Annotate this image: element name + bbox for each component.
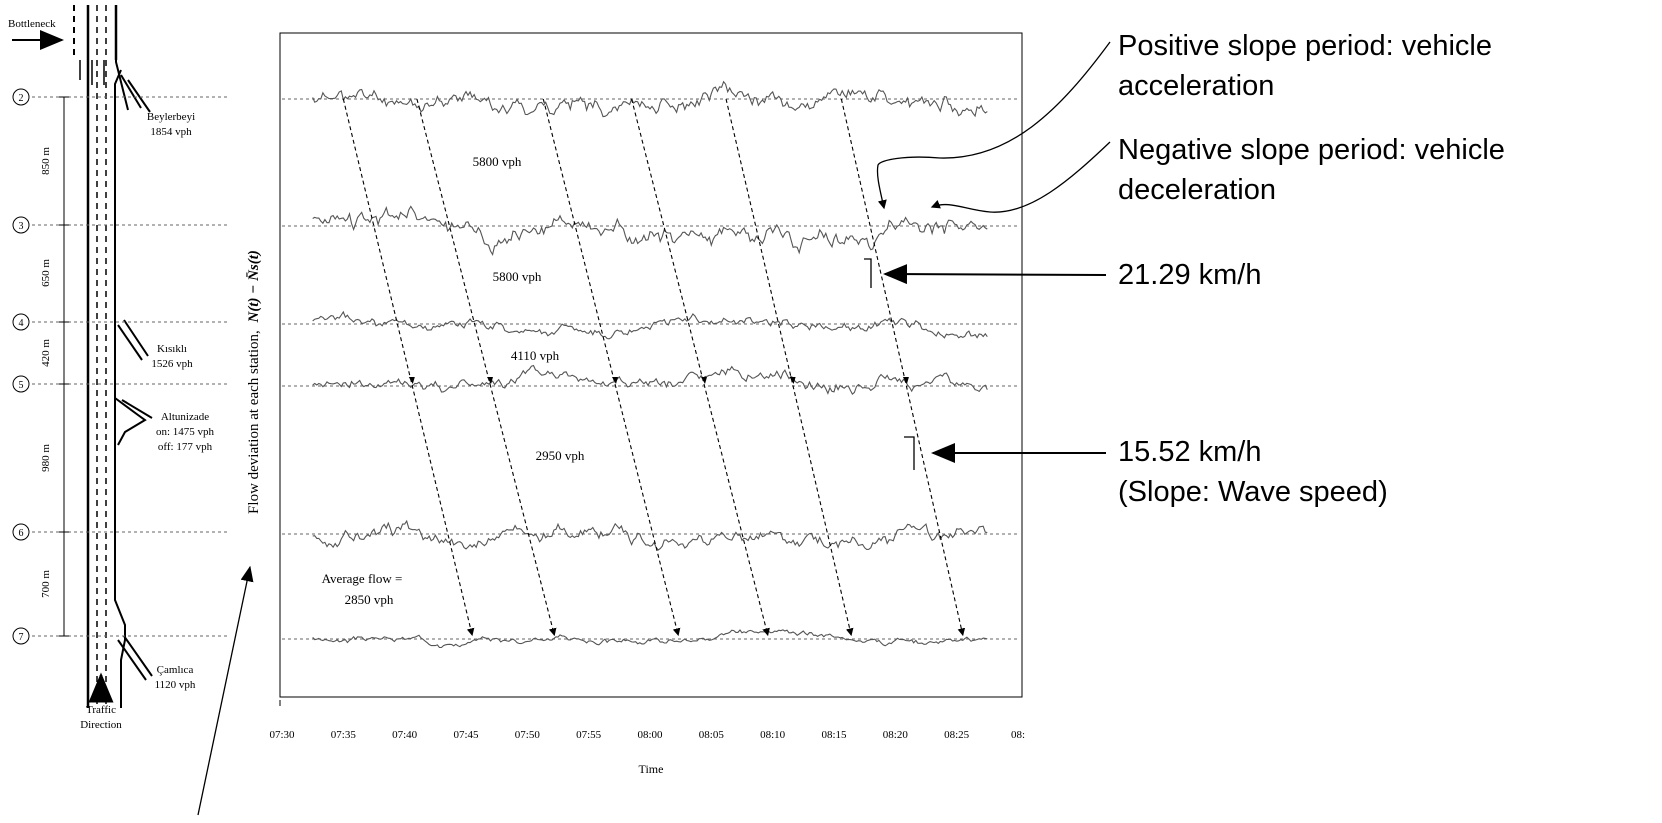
svg-text:2: 2 xyxy=(19,93,24,104)
svg-text:5: 5 xyxy=(19,380,24,391)
x-tick-label: 07:45 xyxy=(453,729,479,741)
station-5: 5 xyxy=(12,375,230,393)
x-tick-label: 08:25 xyxy=(944,729,970,741)
ramp-kisikli-flow: 1526 vph xyxy=(151,358,193,370)
positive-slope-text-1: Positive slope period: vehicle xyxy=(1118,30,1492,62)
flow-trace-station-3 xyxy=(312,205,988,256)
x-tick-label: 08: xyxy=(1011,729,1025,741)
svg-text:6: 6 xyxy=(19,528,24,539)
axis-label-pointer xyxy=(197,565,254,816)
y-axis-label-prefix: Flow deviation at each station, xyxy=(246,330,262,514)
segment-flow-2-3: 5800 vph xyxy=(473,154,522,169)
wave-arrowhead xyxy=(408,377,415,384)
wave-arrow xyxy=(840,98,966,637)
negative-slope-text-1: Negative slope period: vehicle xyxy=(1118,134,1505,166)
segment-flow-3-4: 5800 vph xyxy=(493,269,542,284)
positive-slope-pointer xyxy=(876,41,1111,210)
average-flow-label-1: Average flow = xyxy=(322,571,403,586)
speed-label-2: 15.52 km/h xyxy=(1118,436,1261,468)
y-axis-label-formula: N(t) − N̄s(t) xyxy=(246,250,262,323)
station-2: 2 xyxy=(12,88,230,106)
svg-text:Flow deviation at each station: Flow deviation at each station, N(t) − N… xyxy=(246,250,262,514)
flow-trace-station-4 xyxy=(312,310,988,340)
station-6: 6 xyxy=(12,523,230,541)
segment-flow-4-5: 4110 vph xyxy=(511,348,560,363)
distance-650: 650 m xyxy=(40,259,52,287)
negative-slope-text-2: deceleration xyxy=(1118,174,1276,206)
x-tick-label: 08:00 xyxy=(637,729,663,741)
wave-arrow xyxy=(631,98,770,637)
corridor-schematic: Bottleneck xyxy=(8,5,254,816)
station-3: 3 xyxy=(12,216,230,234)
wave-arrowhead xyxy=(487,377,493,384)
bottleneck-label: Bottleneck xyxy=(8,18,56,30)
annotations: Positive slope period: vehicle accelerat… xyxy=(876,30,1505,508)
station-4: 4 xyxy=(12,313,230,331)
ramp-altunizade-name: Altunizade xyxy=(161,411,209,423)
positive-slope-text-2: acceleration xyxy=(1118,70,1274,102)
x-tick-label: 08:05 xyxy=(699,729,725,741)
flow-trace-station-5 xyxy=(312,364,988,395)
flow-trace-station-6 xyxy=(312,519,988,551)
svg-text:7: 7 xyxy=(19,632,24,643)
x-tick-label: 07:30 xyxy=(269,729,295,741)
x-tick-label: 08:15 xyxy=(821,729,847,741)
x-tick-label: 07:35 xyxy=(331,729,357,741)
ramp-kisikli-name: Kısıklı xyxy=(157,343,187,355)
y-axis-label: Flow deviation at each station, N(t) − N… xyxy=(246,250,262,514)
ramp-labels: Beylerbeyi 1854 vph Kısıklı 1526 vph Alt… xyxy=(147,111,215,691)
distance-700: 700 m xyxy=(40,570,52,598)
road-lines xyxy=(73,5,153,708)
ramp-beylerbeyi-name: Beylerbeyi xyxy=(147,111,195,123)
ramp-camlica-flow: 1120 vph xyxy=(155,679,196,691)
ramp-altunizade-on: on: 1475 vph xyxy=(156,426,215,438)
speed-label-1: 21.29 km/h xyxy=(1118,259,1261,291)
wave-arrows xyxy=(342,98,966,637)
station-7: 7 xyxy=(12,627,230,645)
chart: 07:30 07:35 07:40 07:45 07:50 07:55 08:00 08:05… xyxy=(246,32,1025,776)
ramp-altunizade-off: off: 177 vph xyxy=(158,441,213,453)
wave-arrowhead xyxy=(612,377,618,384)
wave-arrow xyxy=(725,98,854,637)
slope-bracket-2 xyxy=(904,436,915,470)
flow-trace-station-2 xyxy=(312,80,988,118)
wave-arrow xyxy=(342,98,475,637)
x-tick-label: 07:55 xyxy=(576,729,602,741)
ramp-camlica-name: Çamlıca xyxy=(157,664,194,676)
wave-speed-note: (Slope: Wave speed) xyxy=(1118,476,1388,508)
x-tick-label: 07:40 xyxy=(392,729,418,741)
traffic-direction-label-2: Direction xyxy=(80,719,122,731)
slope-bracket-1 xyxy=(864,258,872,288)
wave-arrow xyxy=(416,98,557,637)
x-axis-label: Time xyxy=(639,762,664,776)
distance-420: 420 m xyxy=(40,339,52,367)
flow-traces xyxy=(312,80,988,649)
x-tick-label: 08:10 xyxy=(760,729,786,741)
wave-arrow xyxy=(542,98,681,637)
negative-slope-pointer xyxy=(930,141,1111,213)
svg-text:3: 3 xyxy=(19,221,24,232)
svg-text:4: 4 xyxy=(19,318,24,329)
segment-flow-5-6: 2950 vph xyxy=(536,448,585,463)
distance-dimensions xyxy=(59,96,69,637)
average-flow-label-2: 2850 vph xyxy=(345,592,394,607)
distance-980: 980 m xyxy=(40,444,52,472)
wave-arrowhead xyxy=(902,377,909,384)
distance-labels: 850 m 650 m 420 m 980 m 700 m xyxy=(40,147,52,598)
plot-frame xyxy=(279,32,1023,698)
station-baselines xyxy=(282,98,1020,640)
flow-trace-station-7 xyxy=(312,629,988,649)
speed-arrow-1 xyxy=(883,264,1107,285)
x-tick-labels: 07:30 07:35 07:40 07:45 07:50 07:55 08:00 08:05… xyxy=(269,729,1025,741)
wave-arrowhead xyxy=(789,377,796,384)
x-tick-label: 07:50 xyxy=(515,729,541,741)
traffic-direction-label-1: Traffic xyxy=(86,704,116,716)
x-tick-label: 08:20 xyxy=(883,729,909,741)
ramp-beylerbeyi-flow: 1854 vph xyxy=(150,126,192,138)
wave-arrowhead xyxy=(701,377,707,384)
distance-850: 850 m xyxy=(40,147,52,175)
